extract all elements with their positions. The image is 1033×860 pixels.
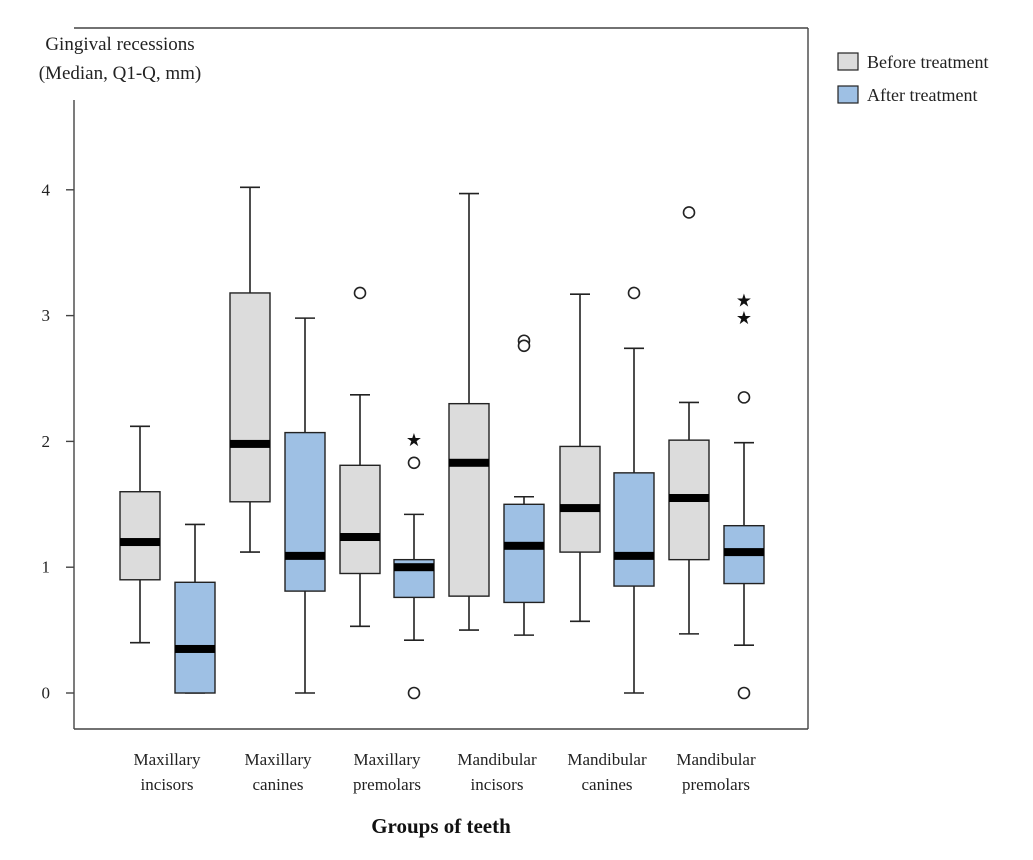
box-after-6: ★★ [723,291,765,700]
iqr-box [613,472,655,587]
median-bar [340,533,380,542]
x-category-label-4b: incisors [471,775,524,794]
box-before-3 [339,286,381,628]
y-tick-2: 2 [42,432,74,451]
box-before-4 [448,192,490,631]
legend-label-before: Before treatment [867,52,988,72]
y-ticks: 0 1 2 3 4 [42,180,74,703]
extreme-point: ★ [406,430,422,451]
y-tick-label: 4 [42,180,51,199]
median-bar [120,538,160,547]
legend-label-after: After treatment [867,85,977,105]
outlier-point [353,286,367,300]
legend-swatch-before [837,52,859,71]
median-bar [504,541,544,550]
y-axis-title-line-1: Gingival recessions [45,34,194,55]
box-before-5 [559,293,601,623]
x-axis-title: Groups of teeth [371,814,511,838]
box-before-1 [119,425,161,644]
box-after-3: ★ [393,430,435,700]
outlier-point [517,339,531,353]
y-tick-1: 1 [42,558,74,577]
y-tick-4: 4 [42,180,74,199]
x-category-label-3b: premolars [353,775,421,794]
x-category-label-6b: premolars [682,775,750,794]
x-category-label-2: Maxillary [244,750,312,769]
y-tick-label: 3 [42,306,51,325]
extreme-point: ★ [736,308,752,329]
box-after-4 [503,334,545,636]
x-category-label-5b: canines [582,775,633,794]
y-tick-label: 1 [42,558,51,577]
box-after-5 [613,286,655,694]
x-category-label-1b: incisors [141,775,194,794]
y-axis-title-line-2: (Median, Q1-Q, mm) [39,63,202,84]
iqr-box [448,402,490,597]
iqr-box [559,445,601,553]
y-tick-0: 0 [42,684,74,703]
median-bar [230,439,270,448]
iqr-box [503,503,545,604]
outlier-point [627,286,641,300]
median-bar [449,458,489,467]
extreme-point: ★ [736,291,752,312]
legend-swatch-after [837,85,859,104]
y-tick-label: 0 [42,684,51,703]
box-group: ★★★ [119,186,765,700]
outlier-point [737,391,751,404]
median-bar [394,563,434,572]
y-axis-title-backing [6,30,232,90]
legend-entry-after: After treatment [837,85,977,105]
median-bar [614,551,654,560]
legend: Before treatment After treatment [837,52,988,105]
x-category-labels: Maxillary incisors Maxillary canines Max… [133,750,756,794]
iqr-box [119,491,161,581]
iqr-box [174,581,216,694]
x-category-label-2b: canines [253,775,304,794]
outlier-point [407,686,421,700]
median-bar [669,494,709,503]
box-after-1 [174,523,216,694]
iqr-box [284,431,326,592]
median-bar [285,551,325,560]
y-tick-3: 3 [42,306,74,325]
outlier-point [737,686,751,700]
x-category-label-5: Mandibular [567,750,647,769]
outlier-point [407,456,421,470]
box-before-6 [668,206,710,635]
legend-entry-before: Before treatment [837,52,988,72]
x-category-label-6: Mandibular [676,750,756,769]
iqr-box [339,464,381,575]
x-category-label-1: Maxillary [133,750,201,769]
iqr-box [229,292,271,503]
x-category-label-3: Maxillary [353,750,421,769]
box-before-2 [229,186,271,553]
median-bar [560,504,600,513]
median-bar [724,548,764,557]
y-tick-label: 2 [42,432,51,451]
box-after-2 [284,317,326,694]
outlier-point [682,206,696,219]
median-bar [175,644,215,653]
x-category-label-4: Mandibular [457,750,537,769]
